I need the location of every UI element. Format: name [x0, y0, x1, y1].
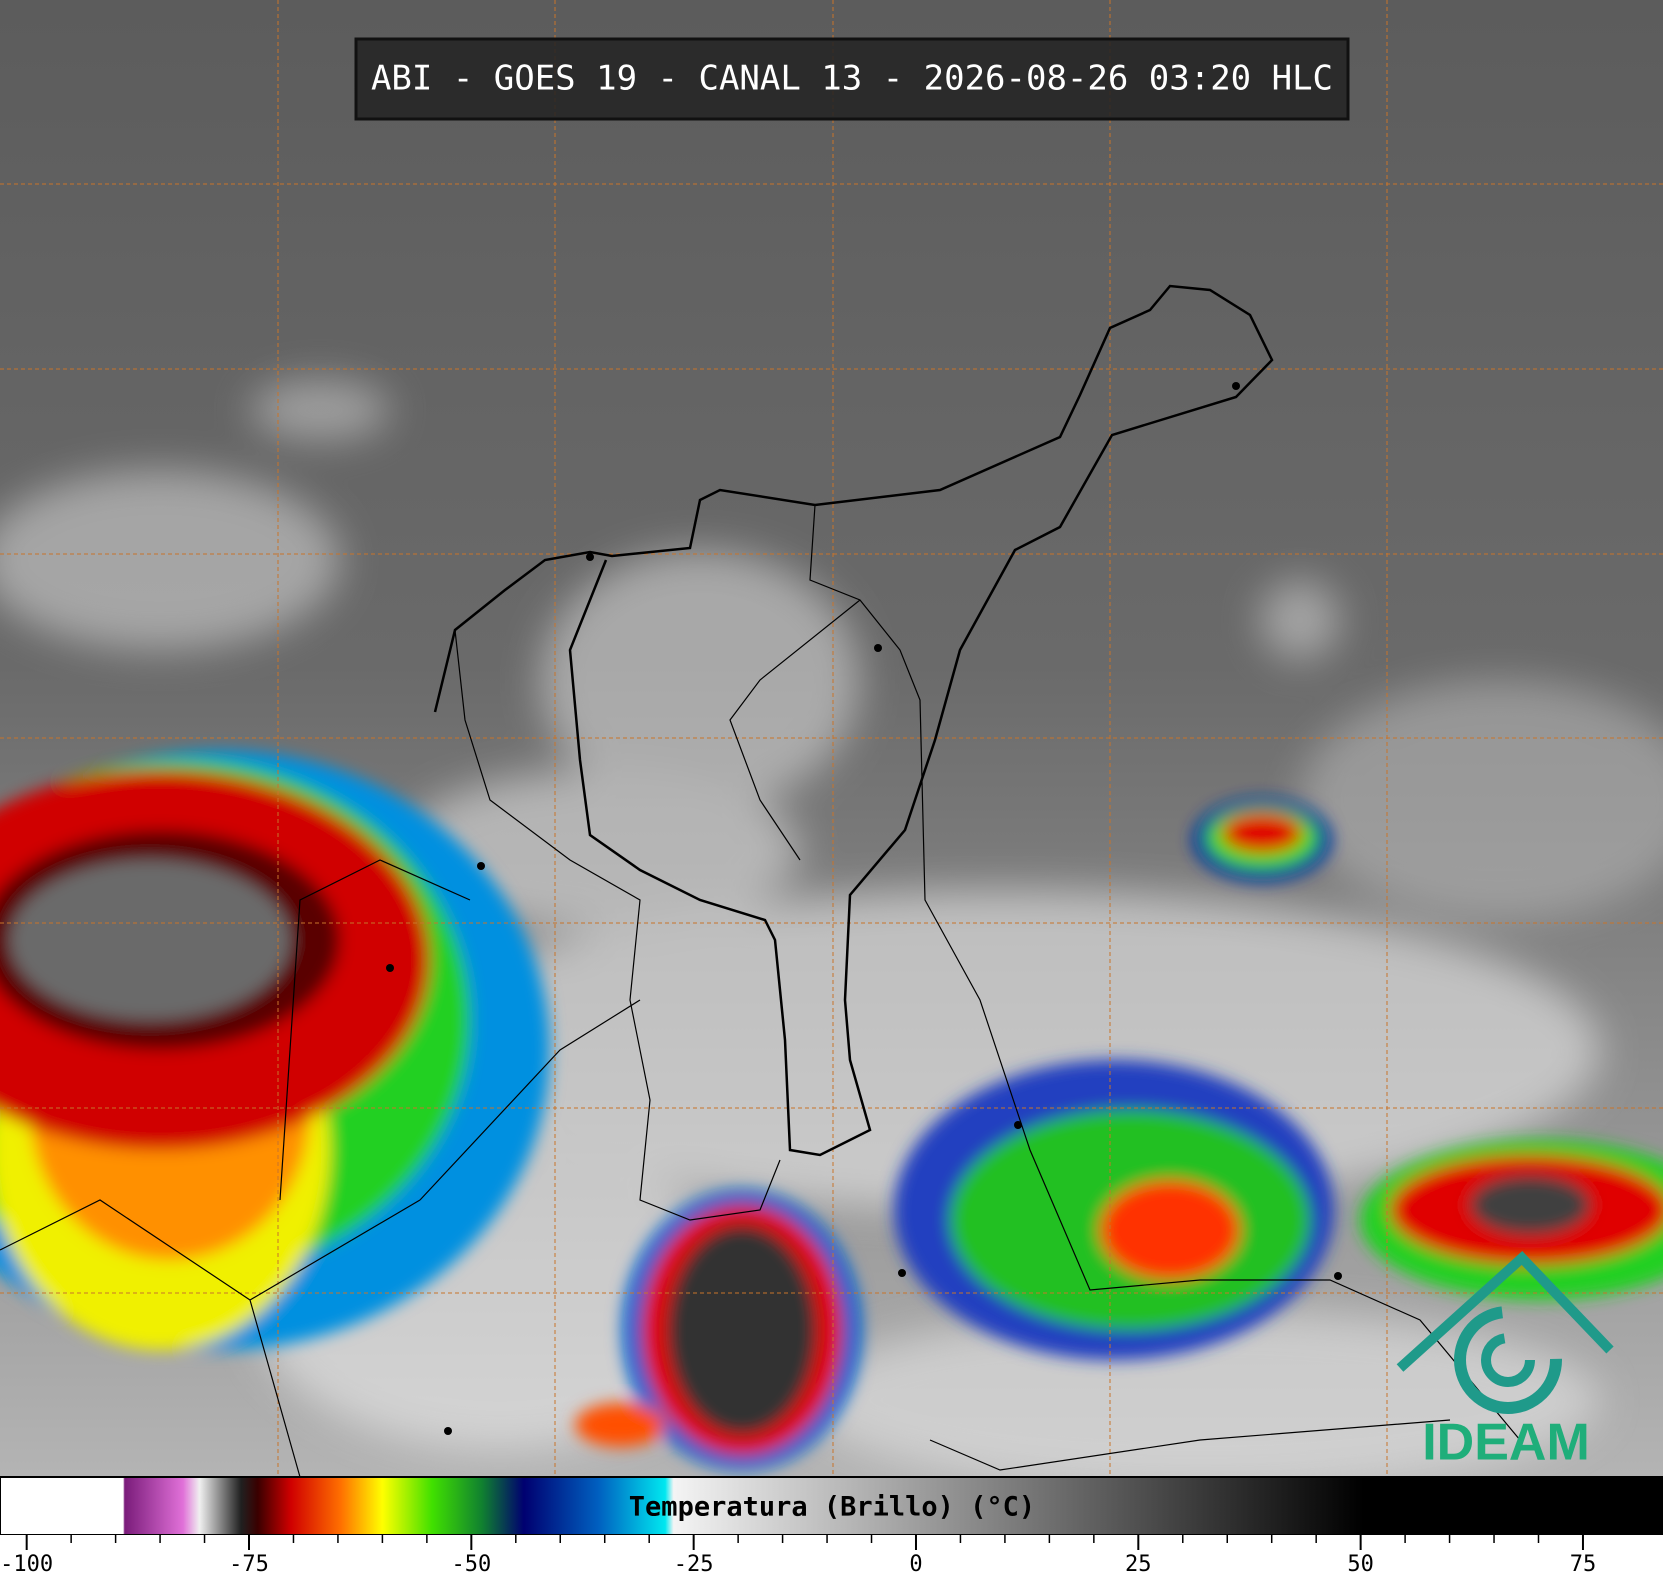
logo: IDEAM: [1396, 1251, 1614, 1472]
boundaries: [0, 284, 1521, 1478]
tick-label: 50: [1347, 1552, 1374, 1577]
title-box: [354, 37, 1350, 121]
tick-label: 0: [909, 1552, 922, 1577]
title: ABI - GOES 19 - CANAL 13 - 2026-08-26 03…: [371, 59, 1333, 99]
tick-area: [0, 1535, 1663, 1577]
colorbar-label: Temperatura (Brillo) (°C): [629, 1492, 1035, 1523]
colorbar: [0, 1476, 1663, 1536]
tick-label: -25: [674, 1552, 714, 1577]
cities: [386, 382, 1342, 1435]
tick-label: 75: [1570, 1552, 1597, 1577]
tick-label: -100: [0, 1552, 53, 1577]
logo-text: IDEAM: [1422, 1414, 1590, 1472]
tick-label: 25: [1125, 1552, 1152, 1577]
tick-label: -75: [229, 1552, 269, 1577]
lat-lon-grid: [0, 0, 1663, 1477]
clouds: [0, 380, 1663, 1490]
tick-label: -50: [451, 1552, 491, 1577]
colorbar-axis: -100 -75 -50 -25 0 25 50 75: [0, 1535, 1596, 1577]
convection: [0, 750, 1663, 1470]
